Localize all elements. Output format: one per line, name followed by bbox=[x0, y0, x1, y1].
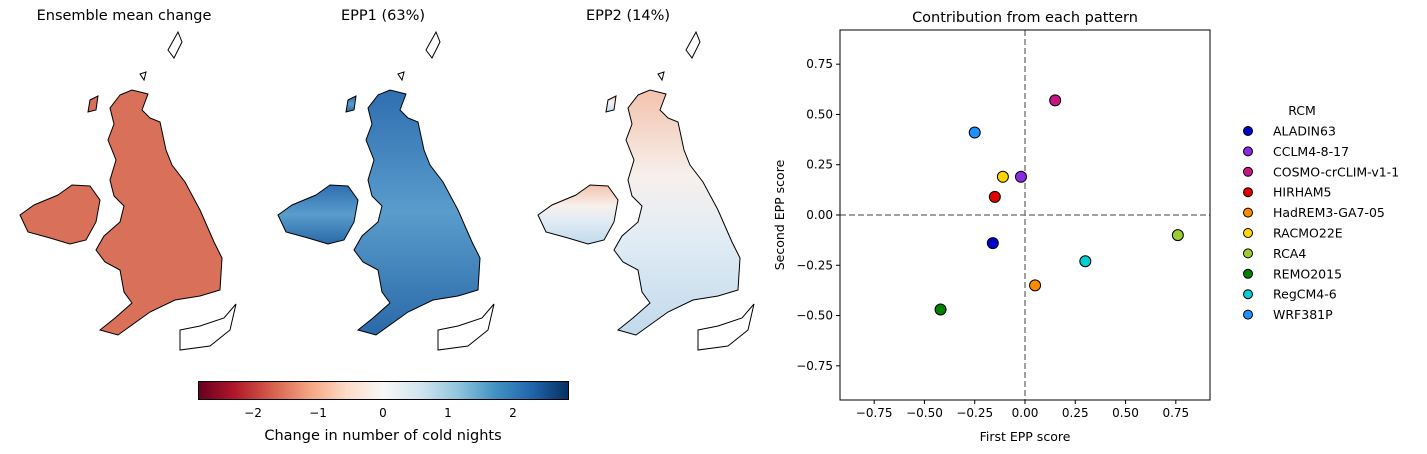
x-tick-label: 0.50 bbox=[1112, 406, 1139, 420]
legend-marker bbox=[1243, 146, 1253, 157]
colorbar-tick: 2 bbox=[509, 406, 517, 420]
legend-label: RACMO22E bbox=[1273, 226, 1343, 241]
y-tick-label: 0.25 bbox=[806, 158, 833, 172]
colorbar-tick: −2 bbox=[244, 406, 262, 420]
legend-marker bbox=[1243, 166, 1253, 177]
map-ensemble bbox=[19, 31, 237, 351]
y-tick-label: 0.50 bbox=[806, 107, 833, 121]
legend-marker bbox=[1243, 126, 1253, 136]
legend-marker bbox=[1243, 309, 1253, 320]
data-point bbox=[986, 237, 999, 250]
legend-label: RCA4 bbox=[1273, 246, 1306, 261]
legend-label: REMO2015 bbox=[1273, 266, 1342, 281]
colorbar-tick: 1 bbox=[444, 406, 452, 420]
data-point bbox=[1079, 255, 1092, 268]
y-tick-label: −0.25 bbox=[796, 258, 833, 272]
x-tick-label: −0.75 bbox=[856, 406, 893, 420]
data-point bbox=[988, 190, 1001, 203]
plot-frame bbox=[839, 29, 1211, 401]
y-axis-label: Second EPP score bbox=[772, 159, 787, 270]
scatter-chart: Contribution from each pattern −0.75 −0.50… bbox=[772, 10, 1399, 444]
data-point bbox=[1049, 94, 1062, 107]
data-point bbox=[996, 170, 1009, 183]
legend-label: ALADIN63 bbox=[1273, 124, 1336, 139]
legend-marker bbox=[1243, 248, 1253, 259]
data-point bbox=[934, 303, 947, 316]
legend-marker bbox=[1243, 289, 1253, 300]
legend-label: CCLM4-8-17 bbox=[1273, 144, 1349, 159]
y-tick-label: −0.75 bbox=[796, 359, 833, 373]
data-point bbox=[1029, 279, 1042, 292]
y-tick-label: 0.00 bbox=[806, 208, 833, 222]
legend-label: RegCM4-6 bbox=[1273, 287, 1337, 302]
legend-label: HadREM3-GA7-05 bbox=[1273, 205, 1385, 220]
data-point bbox=[1171, 229, 1184, 242]
colorbar-tick: −1 bbox=[309, 406, 327, 420]
map-epp1 bbox=[277, 31, 495, 351]
legend-label: WRF381P bbox=[1273, 307, 1333, 322]
x-tick-label: −0.50 bbox=[906, 406, 943, 420]
data-point bbox=[968, 126, 981, 139]
y-tick-label: −0.50 bbox=[796, 309, 833, 323]
map-title-epp2: EPP2 (14%) bbox=[585, 8, 671, 24]
legend-marker bbox=[1243, 228, 1253, 238]
data-point bbox=[1014, 170, 1027, 183]
legend-marker bbox=[1243, 268, 1253, 279]
colorbar-tick: 0 bbox=[379, 406, 387, 420]
y-tick-label: 0.75 bbox=[806, 57, 833, 71]
legend-title: RCM bbox=[1288, 103, 1316, 118]
x-tick-label: −0.25 bbox=[956, 406, 993, 420]
uk-maps bbox=[19, 31, 755, 351]
legend-marker bbox=[1243, 187, 1253, 198]
chart-title: Contribution from each pattern bbox=[912, 10, 1138, 26]
legend-label: COSMO-crCLIM-v1-1 bbox=[1273, 164, 1399, 179]
x-tick-label: 0.75 bbox=[1162, 406, 1189, 420]
map-title-ensemble: Ensemble mean change bbox=[36, 8, 212, 24]
map-title-epp1: EPP1 (63%) bbox=[340, 8, 426, 24]
x-tick-label: 0.25 bbox=[1062, 406, 1089, 420]
legend-label: HIRHAM5 bbox=[1273, 185, 1331, 200]
colorbar-label: Change in number of cold nights bbox=[264, 428, 502, 444]
legend-marker bbox=[1243, 207, 1253, 218]
x-axis-label: First EPP score bbox=[980, 429, 1071, 444]
colorbar bbox=[198, 381, 569, 400]
map-epp2 bbox=[537, 31, 755, 351]
x-tick-label: 0.00 bbox=[1012, 406, 1039, 420]
